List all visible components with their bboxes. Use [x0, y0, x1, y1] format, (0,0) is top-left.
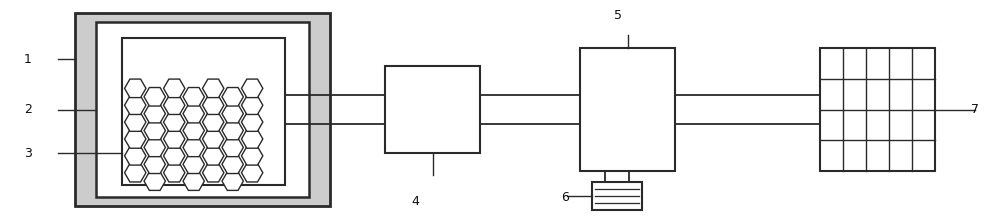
Polygon shape — [222, 104, 243, 123]
Bar — [820, 48, 935, 171]
Polygon shape — [183, 121, 204, 140]
Polygon shape — [241, 147, 263, 165]
Polygon shape — [241, 113, 263, 131]
Polygon shape — [241, 79, 263, 98]
Bar — [592, 182, 642, 210]
Polygon shape — [125, 79, 146, 98]
Polygon shape — [202, 79, 224, 98]
Polygon shape — [144, 155, 165, 173]
Polygon shape — [183, 155, 204, 173]
Bar — [580, 48, 675, 171]
Bar — [75, 13, 330, 206]
Text: 2: 2 — [24, 103, 32, 116]
Polygon shape — [125, 130, 146, 148]
Text: 6: 6 — [561, 191, 569, 204]
Polygon shape — [202, 130, 224, 148]
Polygon shape — [144, 104, 165, 123]
Bar — [385, 66, 480, 153]
Text: 7: 7 — [971, 103, 979, 116]
Polygon shape — [144, 88, 165, 106]
Text: 1: 1 — [24, 53, 32, 66]
Polygon shape — [241, 96, 263, 115]
Polygon shape — [202, 113, 224, 131]
Text: 4: 4 — [411, 195, 419, 208]
Polygon shape — [144, 138, 165, 157]
Polygon shape — [164, 147, 185, 165]
Polygon shape — [164, 79, 185, 98]
Polygon shape — [144, 121, 165, 140]
Polygon shape — [164, 113, 185, 131]
Polygon shape — [183, 172, 204, 190]
Polygon shape — [183, 138, 204, 157]
Polygon shape — [202, 96, 224, 115]
Polygon shape — [222, 138, 243, 157]
Polygon shape — [222, 155, 243, 173]
Text: 3: 3 — [24, 147, 32, 160]
Polygon shape — [202, 147, 224, 165]
Polygon shape — [164, 130, 185, 148]
Polygon shape — [125, 113, 146, 131]
Polygon shape — [202, 163, 224, 182]
Polygon shape — [144, 172, 165, 190]
Polygon shape — [183, 104, 204, 123]
Polygon shape — [222, 88, 243, 106]
Bar — [122, 38, 285, 185]
Polygon shape — [164, 96, 185, 115]
Polygon shape — [241, 130, 263, 148]
Polygon shape — [222, 121, 243, 140]
Polygon shape — [222, 172, 243, 190]
Polygon shape — [125, 147, 146, 165]
Polygon shape — [125, 163, 146, 182]
Polygon shape — [241, 163, 263, 182]
Polygon shape — [164, 163, 185, 182]
Polygon shape — [183, 88, 204, 106]
Text: 5: 5 — [614, 9, 622, 22]
Polygon shape — [125, 96, 146, 115]
Bar — [96, 22, 309, 197]
